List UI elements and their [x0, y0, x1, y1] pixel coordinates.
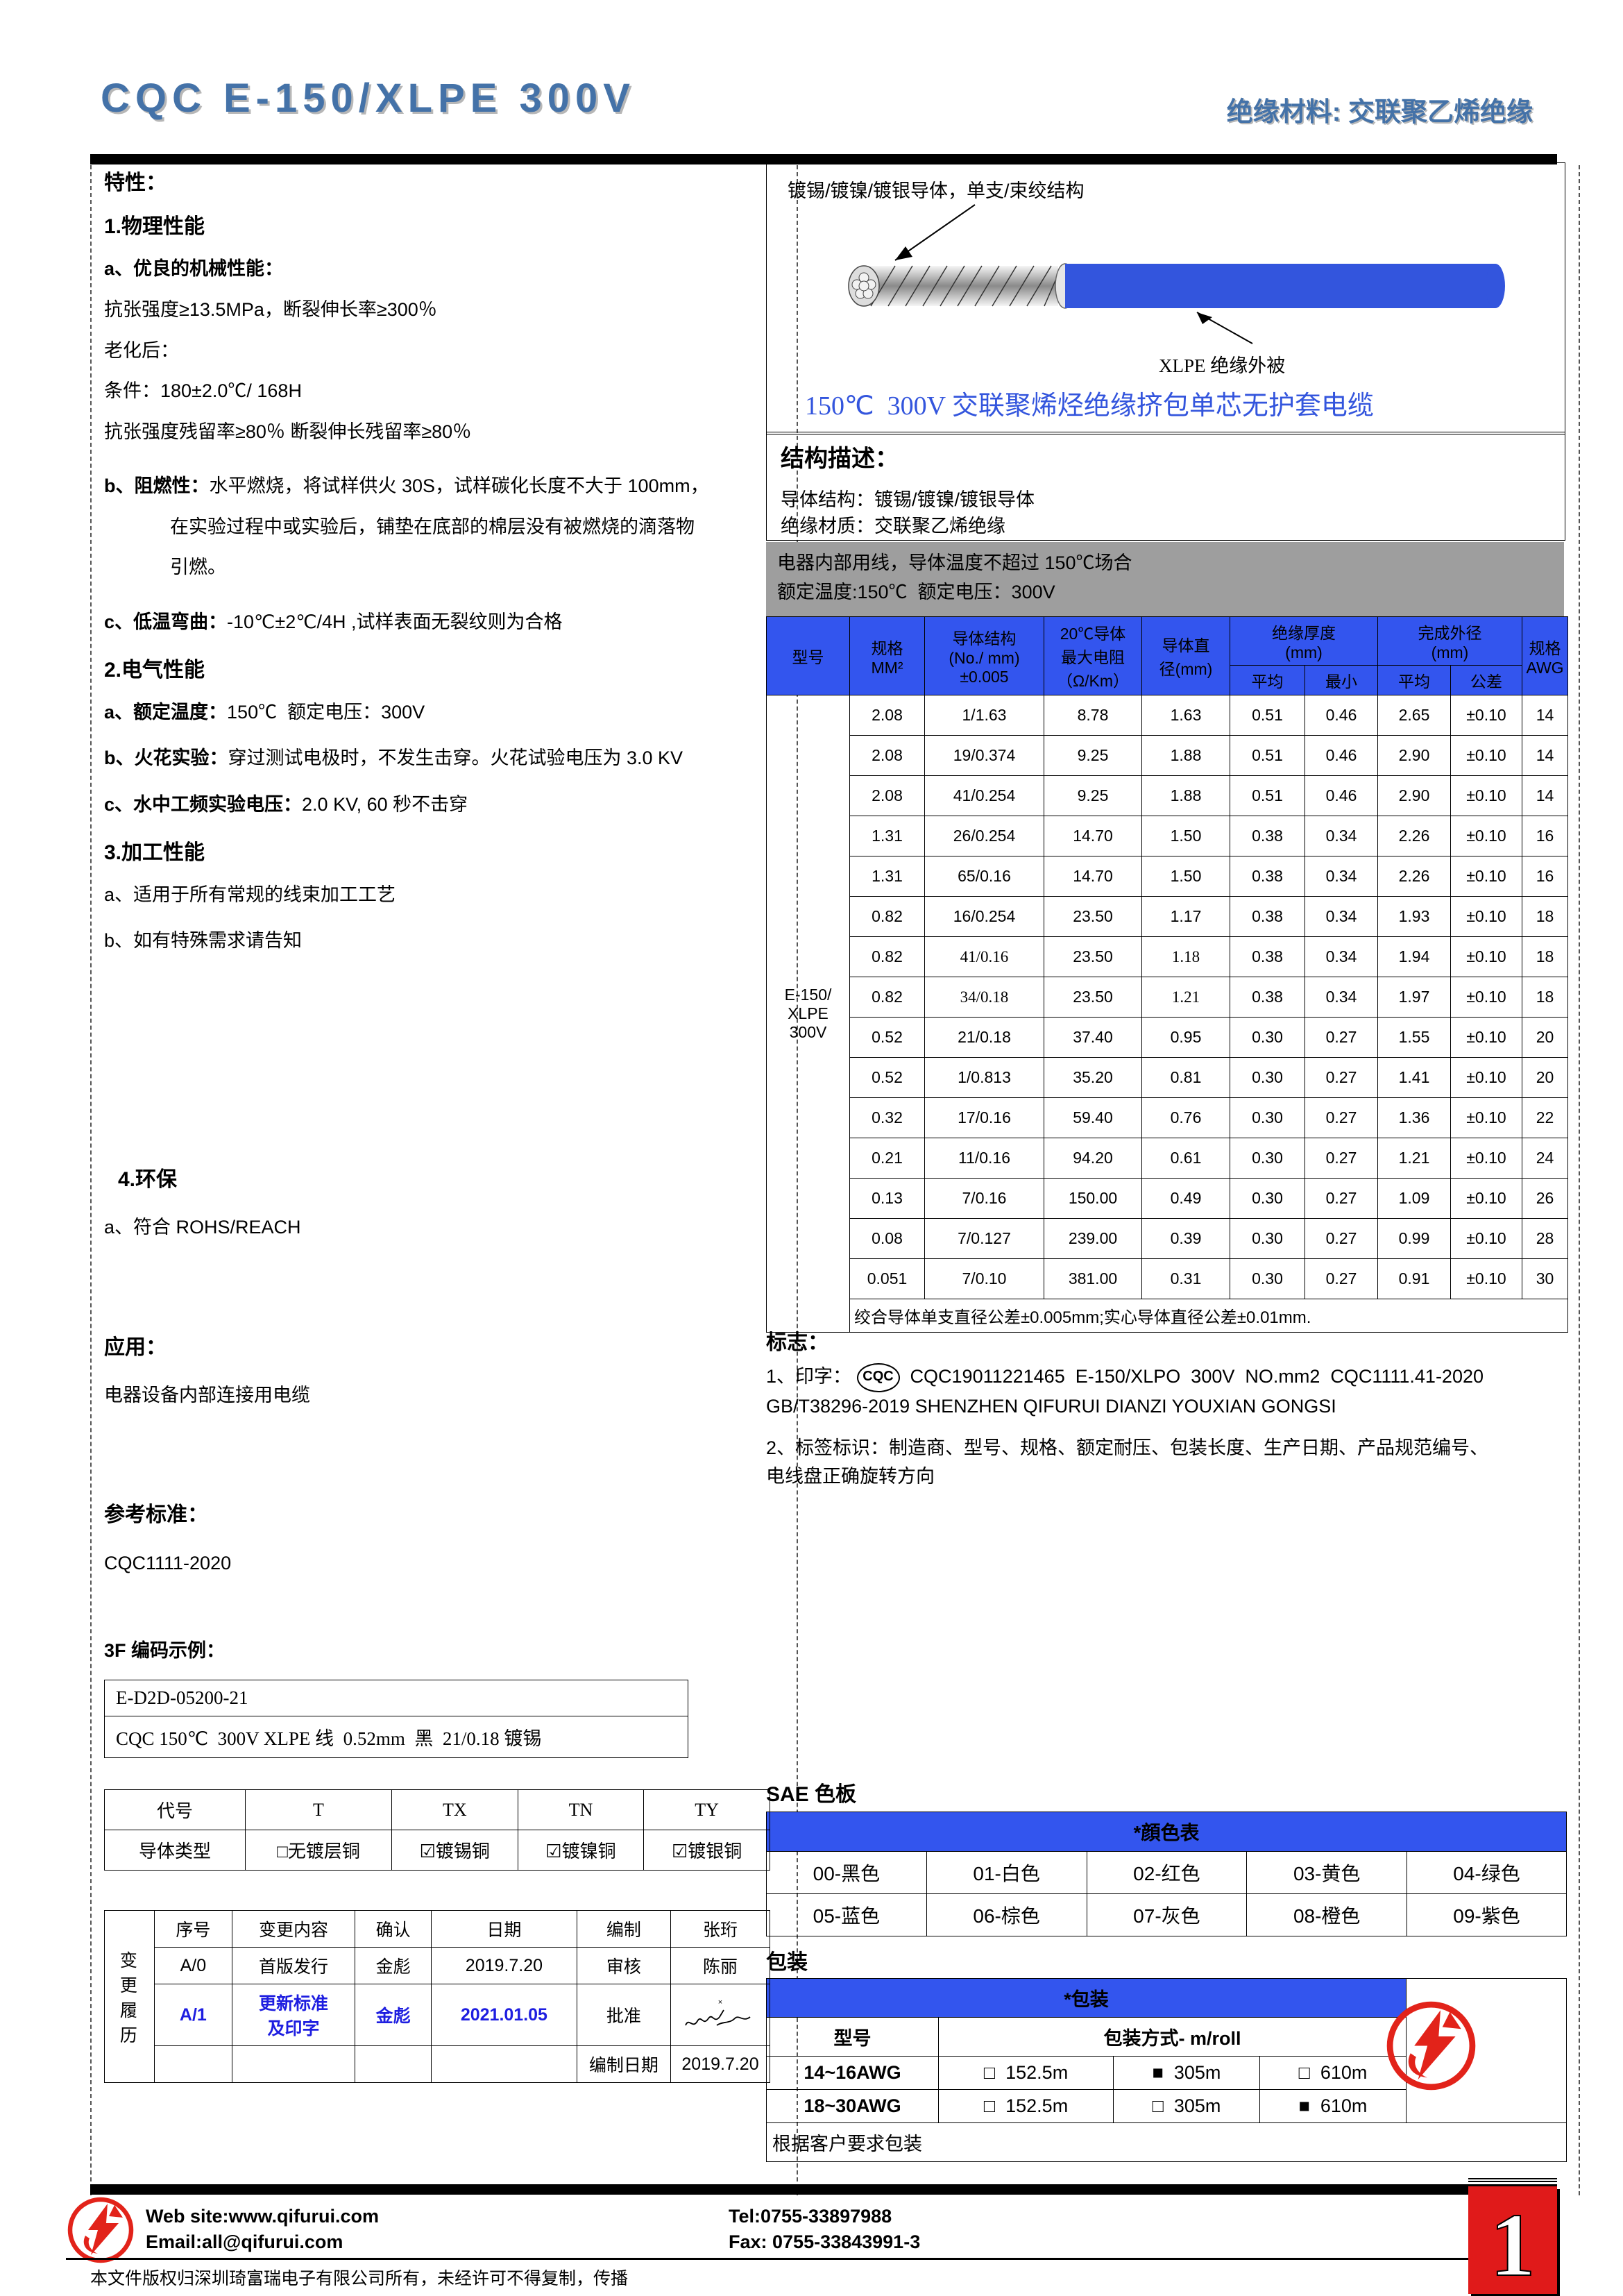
svg-text:1: 1: [1490, 2195, 1536, 2294]
svg-text:×: ×: [718, 1998, 722, 2007]
